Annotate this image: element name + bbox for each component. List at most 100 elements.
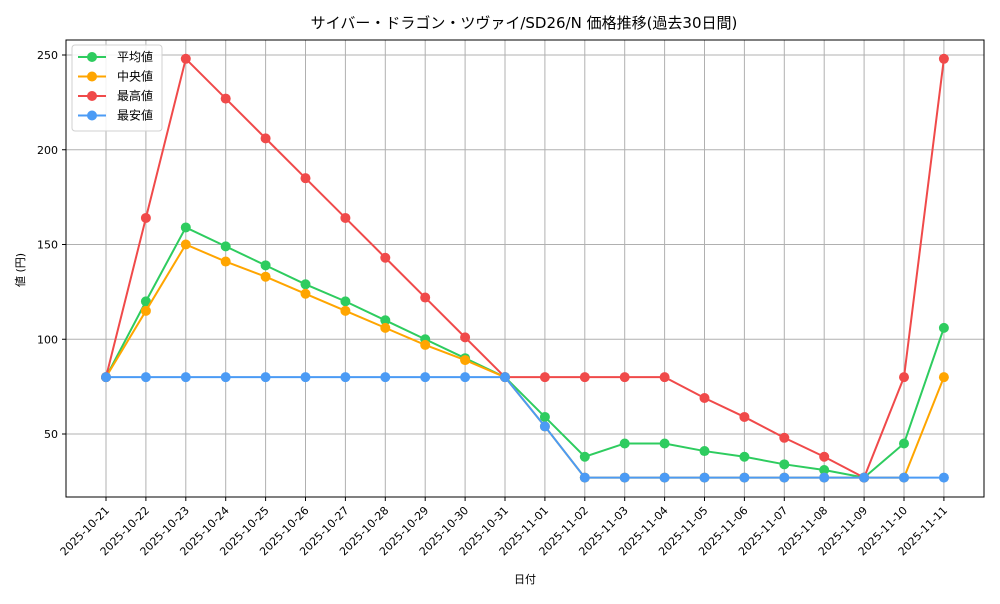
data-point-marker: [938, 53, 949, 64]
data-point-marker: [779, 459, 790, 470]
x-axis: 2025-10-212025-10-222025-10-232025-10-24…: [58, 497, 950, 558]
legend-box: [71, 44, 163, 132]
data-point-marker: [460, 355, 471, 366]
data-point-marker: [699, 392, 710, 403]
data-point-marker: [300, 279, 311, 290]
data-point-marker: [460, 372, 471, 383]
data-point-marker: [300, 288, 311, 299]
series-2: [101, 53, 949, 483]
y-tick-label: 150: [37, 239, 58, 252]
data-point-marker: [779, 472, 790, 483]
data-point-marker: [819, 472, 830, 483]
data-point-marker: [420, 339, 431, 350]
y-tick-label: 250: [37, 49, 58, 62]
data-point-marker: [579, 472, 590, 483]
y-tick-label: 50: [44, 428, 58, 441]
data-point-marker: [579, 372, 590, 383]
series-line: [105, 243, 945, 479]
data-point-marker: [140, 305, 151, 316]
data-point-marker: [899, 472, 909, 483]
data-point-marker: [739, 411, 750, 422]
data-point-marker: [938, 322, 949, 333]
data-point-marker: [101, 372, 111, 383]
data-point-marker: [300, 372, 311, 383]
data-point-marker: [380, 372, 391, 383]
data-point-marker: [539, 421, 550, 432]
data-point-marker: [340, 212, 351, 223]
series-line: [105, 226, 945, 479]
legend-label: 最高値: [117, 88, 153, 103]
data-point-marker: [340, 296, 351, 307]
data-point-marker: [779, 432, 790, 443]
data-point-marker: [460, 332, 471, 343]
data-point-marker: [659, 372, 670, 383]
data-point-marker: [380, 252, 391, 263]
data-point-marker: [619, 472, 630, 483]
data-point-marker: [420, 372, 431, 383]
y-tick-label: 200: [37, 144, 58, 157]
data-point-marker: [739, 451, 750, 462]
data-point-marker: [659, 472, 670, 483]
data-point-marker: [859, 472, 870, 483]
y-axis: 50 100 150 200 250: [37, 49, 66, 441]
data-point-marker: [899, 372, 909, 383]
legend-label: 最安値: [117, 108, 153, 123]
data-point-marker: [819, 451, 830, 462]
data-point-marker: [140, 212, 151, 223]
y-tick-label: 100: [37, 333, 58, 346]
data-point-marker: [539, 411, 550, 422]
legend-label: 平均値: [117, 49, 153, 64]
data-point-marker: [340, 305, 351, 316]
data-point-marker: [260, 271, 271, 282]
legend-marker-icon: [87, 91, 97, 101]
legend-marker-icon: [87, 110, 97, 121]
data-point-marker: [539, 372, 550, 383]
data-point-marker: [260, 260, 271, 271]
plot-frame: [65, 39, 985, 498]
data-point-marker: [180, 222, 191, 233]
data-point-marker: [938, 372, 949, 383]
series-line: [105, 56, 945, 479]
data-point-marker: [180, 239, 191, 250]
data-point-marker: [220, 93, 231, 104]
data-point-marker: [340, 372, 351, 383]
data-point-marker: [180, 372, 191, 383]
series-3: [101, 372, 949, 483]
data-point-marker: [899, 438, 909, 449]
legend-marker-icon: [87, 52, 97, 62]
data-point-marker: [739, 472, 750, 483]
data-point-marker: [819, 465, 830, 476]
data-point-marker: [619, 438, 630, 449]
legend-marker-icon: [87, 71, 97, 82]
data-point-marker: [180, 53, 191, 64]
data-point-marker: [699, 472, 710, 483]
data-point-marker: [220, 241, 231, 252]
series-lines: [101, 53, 949, 483]
series-1: [101, 239, 949, 483]
x-axis-label: 日付: [514, 573, 536, 586]
data-point-marker: [500, 372, 510, 383]
chart-title: サイバー・ドラゴン・ツヴァイ/SD26/N 価格推移(過去30日間): [311, 14, 738, 32]
data-point-marker: [140, 372, 151, 383]
legend-label: 中央値: [117, 69, 153, 84]
data-point-marker: [380, 322, 391, 333]
grid: [66, 40, 984, 497]
data-point-marker: [140, 296, 151, 307]
data-point-marker: [619, 372, 630, 383]
series-line: [106, 376, 944, 479]
data-point-marker: [300, 173, 311, 184]
data-point-marker: [659, 438, 670, 449]
data-point-marker: [420, 292, 431, 303]
data-point-marker: [938, 472, 949, 483]
data-point-marker: [579, 451, 590, 462]
y-axis-label: 値 (円): [14, 253, 27, 287]
data-point-marker: [260, 372, 271, 383]
data-point-marker: [260, 133, 271, 144]
data-point-marker: [699, 446, 710, 457]
data-point-marker: [220, 372, 231, 383]
data-point-marker: [220, 256, 231, 267]
data-point-marker: [380, 315, 391, 326]
